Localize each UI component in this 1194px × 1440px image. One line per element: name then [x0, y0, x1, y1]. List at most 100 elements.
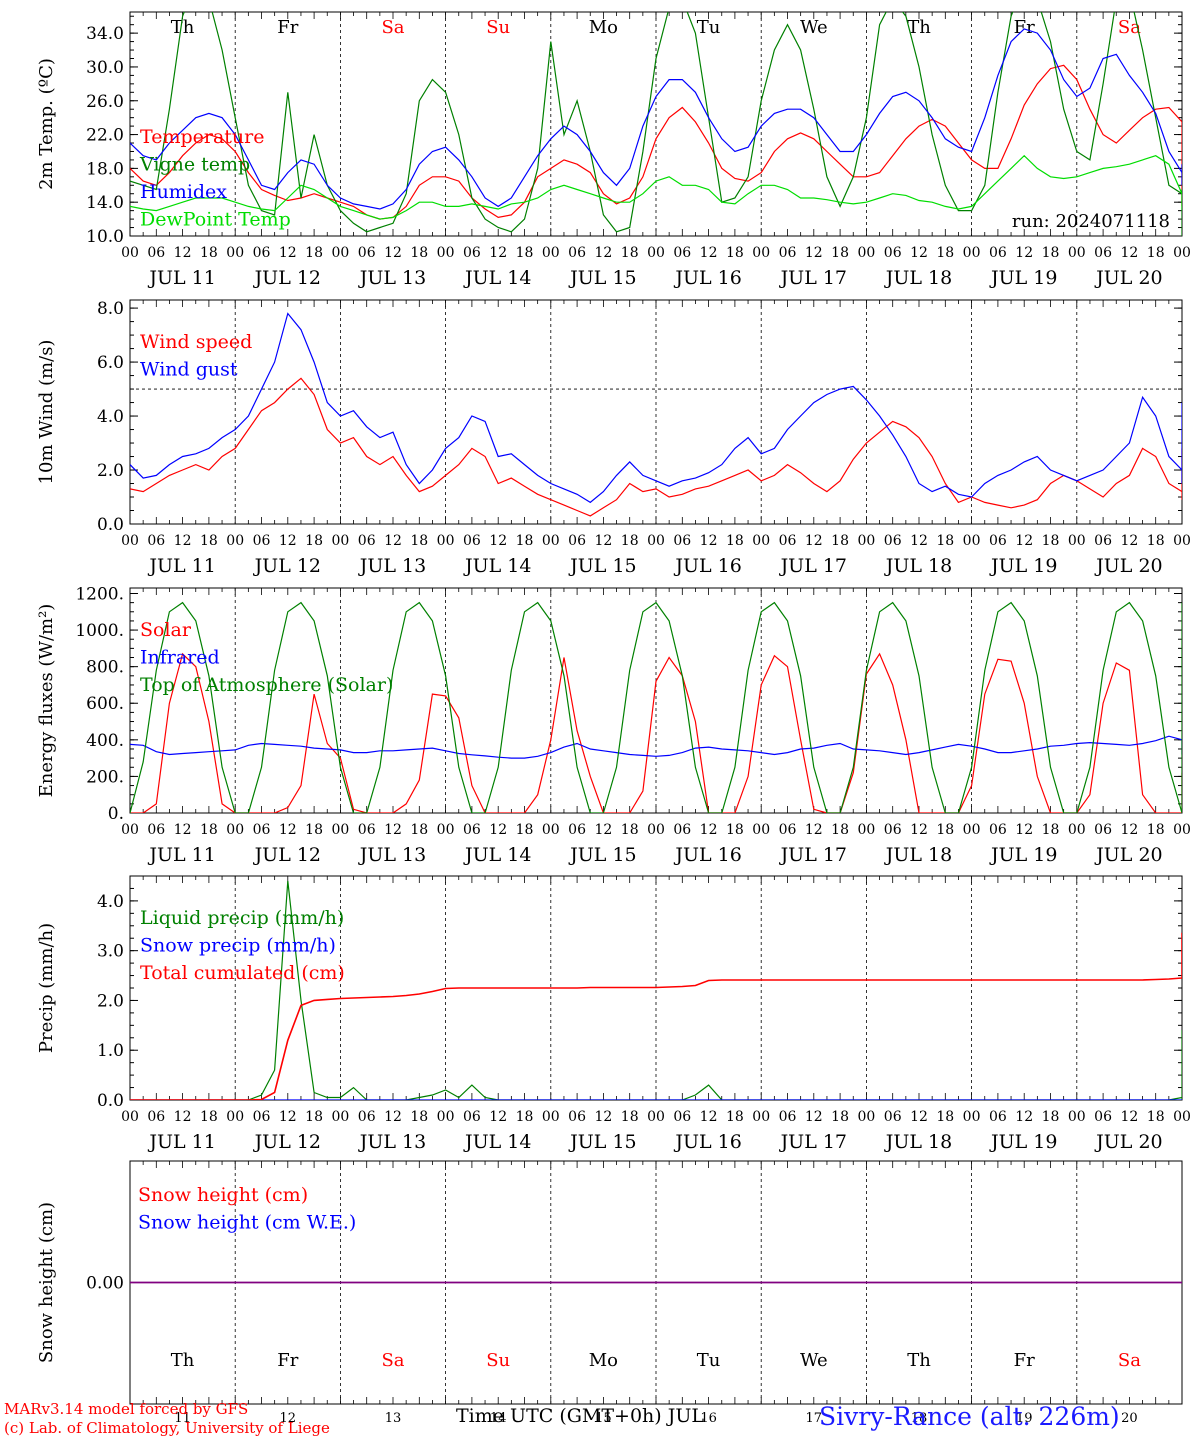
hour-tick-label: 06 — [358, 533, 376, 549]
hour-tick-label: 06 — [1094, 822, 1112, 838]
date-label: JUL 12 — [253, 267, 321, 289]
date-label: JUL 13 — [358, 267, 426, 289]
hour-tick-label: 12 — [805, 245, 823, 261]
weekday-label: Th — [171, 17, 195, 38]
hour-tick-label: 12 — [384, 533, 402, 549]
day-number-label: 16 — [700, 1411, 717, 1426]
x-axis-title: Time UTC (GMT+0h) JUL — [456, 1405, 704, 1427]
panel-frame — [129, 299, 1183, 525]
legend-entry: Snow height (cm) — [138, 1184, 308, 1206]
hour-tick-label: 00 — [1173, 822, 1191, 838]
hour-tick-label: 18 — [831, 1109, 849, 1125]
hour-tick-label: 18 — [516, 245, 534, 261]
y-tick-label: 30.0 — [86, 58, 124, 78]
hour-tick-label: 12 — [174, 1109, 192, 1125]
y-tick-label: 0. — [108, 804, 124, 824]
hour-tick-label: 12 — [279, 1109, 297, 1125]
hour-tick-label: 12 — [489, 1109, 507, 1125]
date-label: JUL 11 — [147, 267, 215, 289]
date-label: JUL 18 — [884, 1131, 952, 1153]
hour-tick-label: 12 — [489, 533, 507, 549]
weekday-label: Fr — [1014, 1350, 1035, 1371]
weekday-label: Fr — [1014, 17, 1035, 38]
hour-tick-label: 00 — [752, 1109, 770, 1125]
hour-tick-label: 12 — [174, 533, 192, 549]
hour-tick-label: 18 — [726, 822, 744, 838]
legend-entry: Temperature — [140, 126, 264, 148]
y-tick-label: 600. — [86, 694, 124, 714]
hour-tick-label: 12 — [594, 822, 612, 838]
weekday-label: Th — [171, 1350, 195, 1371]
date-label: JUL 15 — [568, 555, 636, 577]
hour-tick-label: 06 — [779, 245, 797, 261]
panel-frame — [129, 11, 1183, 237]
y-tick-label: 800. — [86, 658, 124, 678]
hour-tick-label: 00 — [226, 822, 244, 838]
legend-entry: Wind gust — [140, 359, 238, 381]
hour-tick-label: 00 — [963, 1109, 981, 1125]
hour-tick-label: 00 — [121, 245, 139, 261]
hour-tick-label: 00 — [1068, 1109, 1086, 1125]
date-label: JUL 16 — [673, 844, 741, 866]
day-number-label: 17 — [806, 1411, 823, 1426]
panel-2: 0.0 2.0 4.0 6.0 8.0 10m Wind (m/s) 00 06 12 18 00 0… — [36, 299, 1191, 577]
hour-tick-label: 12 — [1120, 245, 1138, 261]
y-axis-label: Snow height (cm) — [36, 1202, 57, 1363]
hour-tick-label: 06 — [463, 245, 481, 261]
hour-tick-label: 12 — [910, 533, 928, 549]
hour-tick-label: 06 — [673, 245, 691, 261]
weekday-label: Su — [486, 1350, 510, 1371]
hour-tick-label: 06 — [568, 822, 586, 838]
hour-tick-label: 06 — [779, 533, 797, 549]
hour-tick-label: 00 — [437, 533, 455, 549]
day-number-label: 19 — [1016, 1411, 1033, 1426]
hour-tick-label: 06 — [779, 1109, 797, 1125]
day-number-label: 13 — [385, 1411, 402, 1426]
y-axis-label: Energy fluxes (W/m²) — [36, 604, 57, 798]
hour-tick-label: 18 — [200, 822, 218, 838]
hour-tick-label: 00 — [752, 533, 770, 549]
hour-tick-label: 06 — [568, 245, 586, 261]
hour-tick-label: 06 — [989, 1109, 1007, 1125]
hour-tick-label: 06 — [253, 1109, 271, 1125]
hour-tick-label: 00 — [542, 245, 560, 261]
hour-tick-label: 00 — [1173, 1109, 1191, 1125]
date-label: JUL 19 — [989, 555, 1057, 577]
hour-tick-label: 00 — [647, 533, 665, 549]
y-tick-label: 8.0 — [97, 299, 124, 319]
hour-tick-label: 18 — [936, 822, 954, 838]
y-tick-label: 6.0 — [97, 353, 124, 373]
hour-tick-label: 06 — [147, 822, 165, 838]
panel-3: 0. 200. 400. 600. 800. 1000. 1200. Energy fluxe… — [36, 584, 1191, 866]
hour-tick-label: 00 — [331, 245, 349, 261]
hour-tick-label: 18 — [1042, 533, 1060, 549]
hour-tick-label: 12 — [594, 533, 612, 549]
y-tick-label: 1.0 — [97, 1041, 124, 1061]
legend-entry: DewPoint Temp — [140, 209, 291, 231]
hour-tick-label: 12 — [700, 1109, 718, 1125]
hour-tick-label: 06 — [989, 245, 1007, 261]
hour-tick-label: 06 — [673, 533, 691, 549]
hour-tick-label: 18 — [936, 533, 954, 549]
hour-tick-label: 18 — [1042, 1109, 1060, 1125]
hour-tick-label: 18 — [1147, 245, 1165, 261]
y-tick-label: 0.0 — [97, 1091, 124, 1111]
series-line — [130, 28, 1182, 210]
y-tick-label: 22.0 — [86, 126, 124, 146]
hour-tick-label: 00 — [1068, 533, 1086, 549]
hour-tick-label: 06 — [673, 1109, 691, 1125]
weekday-label: Fr — [277, 1350, 298, 1371]
date-label: JUL 19 — [989, 267, 1057, 289]
weekday-label: Th — [907, 1350, 931, 1371]
station-name: Sivry-Rance (alt. 226m) — [819, 1402, 1120, 1431]
series-line — [130, 312, 1182, 504]
hour-tick-label: 12 — [910, 245, 928, 261]
hour-tick-label: 12 — [1120, 533, 1138, 549]
hour-tick-label: 12 — [1015, 822, 1033, 838]
hour-tick-label: 00 — [857, 533, 875, 549]
hour-tick-label: 18 — [936, 1109, 954, 1125]
legend-entry: Humidex — [140, 181, 227, 203]
hour-tick-label: 00 — [331, 1109, 349, 1125]
y-tick-label: 400. — [86, 731, 124, 751]
hour-tick-label: 00 — [437, 1109, 455, 1125]
